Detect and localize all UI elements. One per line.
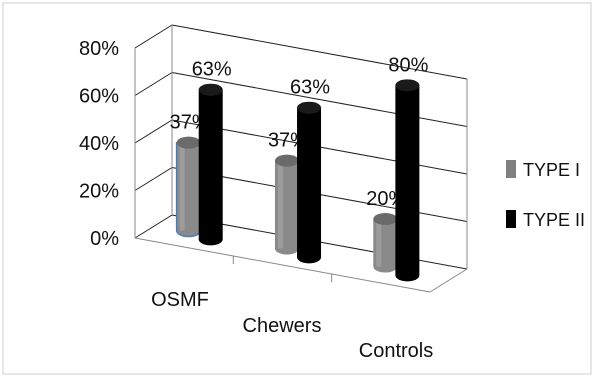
side-wall-gridline <box>134 72 173 96</box>
bar-body <box>297 107 322 264</box>
y-tick-label: 20% <box>79 181 119 203</box>
bar-type-i-controls <box>373 213 398 273</box>
bar-type-ii-controls <box>395 79 420 282</box>
gridline <box>171 24 468 80</box>
floor-right-edge <box>429 268 468 293</box>
side-wall-gridline <box>134 24 173 49</box>
category-label: OSMF <box>151 289 209 311</box>
legend-swatch <box>506 210 516 228</box>
y-tick-label: 0% <box>90 228 119 250</box>
bar-highlight <box>277 160 283 249</box>
bar-top <box>274 154 299 167</box>
legend-label: TYPE II <box>523 210 585 230</box>
bar-type-i-osmf <box>175 136 202 238</box>
category-label: Chewers <box>243 315 322 337</box>
y-tick-label: 40% <box>79 133 119 155</box>
bar-highlight <box>376 219 382 267</box>
side-wall-gridline <box>134 214 173 239</box>
bar-top <box>395 79 420 92</box>
floor-front-edge <box>134 237 431 293</box>
legend-label: TYPE I <box>523 160 580 180</box>
bar-type-ii-chewers <box>297 101 322 264</box>
y-tick-label: 80% <box>79 38 119 60</box>
bar-top <box>373 213 398 226</box>
category-label: Controls <box>359 340 433 362</box>
bar-top <box>176 136 201 149</box>
bar-body <box>395 85 420 282</box>
bar-highlight <box>179 142 185 231</box>
bar-body <box>198 89 223 246</box>
side-wall-gridline <box>134 119 173 144</box>
data-label: 80% <box>388 54 428 76</box>
legend-swatch <box>506 160 516 178</box>
y-tick-label: 60% <box>79 86 119 108</box>
bar-type-ii-osmf <box>198 83 223 246</box>
data-label: 63% <box>290 77 330 99</box>
side-wall-gridline <box>134 167 173 191</box>
bar-type-i-chewers <box>274 154 299 255</box>
data-label: 63% <box>192 59 232 81</box>
bar-top <box>198 83 223 96</box>
bar-top <box>297 101 322 114</box>
